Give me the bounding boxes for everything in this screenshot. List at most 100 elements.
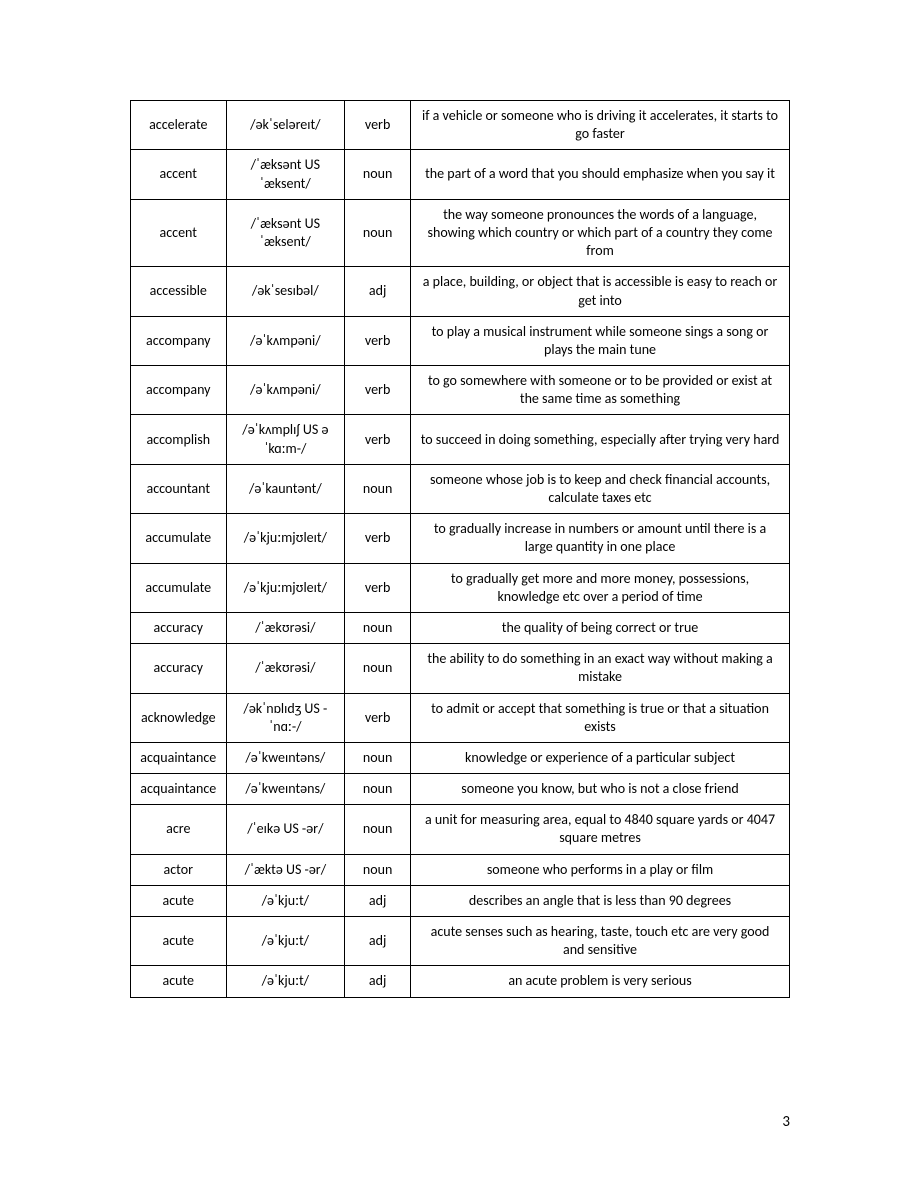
cell-definition: the part of a word that you should empha… (411, 150, 790, 199)
cell-word: accumulate (131, 563, 227, 612)
cell-pronunciation: /əˈkʌmpəni/ (226, 366, 345, 415)
cell-definition: if a vehicle or someone who is driving i… (411, 101, 790, 150)
table-row: accumulate/əˈkjuːmjʊleɪt/verbto graduall… (131, 563, 790, 612)
cell-definition: the way someone pronounces the words of … (411, 199, 790, 267)
cell-definition: describes an angle that is less than 90 … (411, 885, 790, 916)
cell-pronunciation: /əˈkjuːt/ (226, 885, 345, 916)
cell-pronunciation: /ˈækʊrəsi/ (226, 612, 345, 643)
cell-definition: acute senses such as hearing, taste, tou… (411, 917, 790, 966)
cell-part-of-speech: adj (345, 267, 411, 316)
cell-word: acute (131, 966, 227, 997)
cell-word: accomplish (131, 415, 227, 464)
cell-pronunciation: /əˈkjuːt/ (226, 966, 345, 997)
table-row: accompany/əˈkʌmpəni/verbto play a musica… (131, 316, 790, 365)
cell-word: accompany (131, 316, 227, 365)
cell-definition: an acute problem is very serious (411, 966, 790, 997)
table-row: accelerate/əkˈseləreɪt/verbif a vehicle … (131, 101, 790, 150)
vocabulary-table: accelerate/əkˈseləreɪt/verbif a vehicle … (130, 100, 790, 998)
cell-word: acquaintance (131, 774, 227, 805)
cell-word: acknowledge (131, 693, 227, 742)
cell-definition: to gradually increase in numbers or amou… (411, 514, 790, 563)
cell-part-of-speech: adj (345, 885, 411, 916)
cell-part-of-speech: verb (345, 693, 411, 742)
table-row: accent/ˈæksənt US ˈæksent/nounthe way so… (131, 199, 790, 267)
cell-pronunciation: /əˈkjuːt/ (226, 917, 345, 966)
table-body: accelerate/əkˈseləreɪt/verbif a vehicle … (131, 101, 790, 998)
cell-part-of-speech: verb (345, 366, 411, 415)
cell-pronunciation: /ˈæktə US -ər/ (226, 854, 345, 885)
table-row: accessible/əkˈsesɪbəl/adja place, buildi… (131, 267, 790, 316)
cell-word: accumulate (131, 514, 227, 563)
cell-part-of-speech: adj (345, 917, 411, 966)
cell-word: accent (131, 199, 227, 267)
cell-pronunciation: /ˈæksənt US ˈæksent/ (226, 199, 345, 267)
cell-part-of-speech: noun (345, 464, 411, 513)
table-row: acknowledge/əkˈnɒlɪdʒ US -ˈnɑː-/verbto a… (131, 693, 790, 742)
table-row: accompany/əˈkʌmpəni/verbto go somewhere … (131, 366, 790, 415)
cell-part-of-speech: noun (345, 774, 411, 805)
cell-definition: someone who performs in a play or film (411, 854, 790, 885)
cell-word: acute (131, 917, 227, 966)
cell-definition: someone you know, but who is not a close… (411, 774, 790, 805)
cell-word: accent (131, 150, 227, 199)
cell-part-of-speech: noun (345, 805, 411, 854)
cell-part-of-speech: verb (345, 101, 411, 150)
cell-word: acquaintance (131, 742, 227, 773)
cell-definition: a unit for measuring area, equal to 4840… (411, 805, 790, 854)
cell-pronunciation: /əˈkauntənt/ (226, 464, 345, 513)
cell-definition: knowledge or experience of a particular … (411, 742, 790, 773)
cell-part-of-speech: adj (345, 966, 411, 997)
cell-word: accuracy (131, 644, 227, 693)
cell-part-of-speech: verb (345, 316, 411, 365)
cell-pronunciation: /əˈkweɪntəns/ (226, 774, 345, 805)
cell-definition: a place, building, or object that is acc… (411, 267, 790, 316)
table-row: accountant/əˈkauntənt/nounsomeone whose … (131, 464, 790, 513)
cell-definition: the ability to do something in an exact … (411, 644, 790, 693)
cell-pronunciation: /ˈeɪkə US -ər/ (226, 805, 345, 854)
cell-definition: the quality of being correct or true (411, 612, 790, 643)
cell-part-of-speech: noun (345, 742, 411, 773)
table-row: accuracy/ˈækʊrəsi/nounthe quality of bei… (131, 612, 790, 643)
cell-part-of-speech: noun (345, 854, 411, 885)
cell-pronunciation: /əˈkʌmplɪʃ US əˈkɑːm-/ (226, 415, 345, 464)
cell-definition: to go somewhere with someone or to be pr… (411, 366, 790, 415)
cell-word: acute (131, 885, 227, 916)
cell-part-of-speech: verb (345, 514, 411, 563)
cell-pronunciation: /əˈkjuːmjʊleɪt/ (226, 514, 345, 563)
page-number: 3 (782, 1113, 790, 1131)
table-row: acute/əˈkjuːt/adjacute senses such as he… (131, 917, 790, 966)
cell-word: accessible (131, 267, 227, 316)
cell-part-of-speech: verb (345, 415, 411, 464)
table-row: accuracy/ˈækʊrəsi/nounthe ability to do … (131, 644, 790, 693)
cell-definition: to succeed in doing something, especiall… (411, 415, 790, 464)
table-row: actor/ˈæktə US -ər/nounsomeone who perfo… (131, 854, 790, 885)
cell-word: accountant (131, 464, 227, 513)
table-row: accumulate/əˈkjuːmjʊleɪt/verbto graduall… (131, 514, 790, 563)
cell-part-of-speech: noun (345, 612, 411, 643)
cell-pronunciation: /ˈæksənt US ˈæksent/ (226, 150, 345, 199)
cell-part-of-speech: verb (345, 563, 411, 612)
table-row: acute/əˈkjuːt/adjan acute problem is ver… (131, 966, 790, 997)
cell-pronunciation: /əˈkʌmpəni/ (226, 316, 345, 365)
table-row: acre/ˈeɪkə US -ər/nouna unit for measuri… (131, 805, 790, 854)
cell-definition: to play a musical instrument while someo… (411, 316, 790, 365)
table-row: accomplish/əˈkʌmplɪʃ US əˈkɑːm-/verbto s… (131, 415, 790, 464)
table-row: acute/əˈkjuːt/adjdescribes an angle that… (131, 885, 790, 916)
cell-word: acre (131, 805, 227, 854)
cell-word: actor (131, 854, 227, 885)
cell-part-of-speech: noun (345, 150, 411, 199)
table-row: accent/ˈæksənt US ˈæksent/nounthe part o… (131, 150, 790, 199)
cell-pronunciation: /əkˈsesɪbəl/ (226, 267, 345, 316)
cell-definition: someone whose job is to keep and check f… (411, 464, 790, 513)
cell-word: accelerate (131, 101, 227, 150)
table-row: acquaintance/əˈkweɪntəns/nounsomeone you… (131, 774, 790, 805)
cell-part-of-speech: noun (345, 644, 411, 693)
cell-pronunciation: /əˈkweɪntəns/ (226, 742, 345, 773)
cell-definition: to admit or accept that something is tru… (411, 693, 790, 742)
cell-pronunciation: /əˈkjuːmjʊleɪt/ (226, 563, 345, 612)
cell-pronunciation: /əkˈseləreɪt/ (226, 101, 345, 150)
cell-pronunciation: /ˈækʊrəsi/ (226, 644, 345, 693)
cell-word: accuracy (131, 612, 227, 643)
cell-part-of-speech: noun (345, 199, 411, 267)
table-row: acquaintance/əˈkweɪntəns/nounknowledge o… (131, 742, 790, 773)
